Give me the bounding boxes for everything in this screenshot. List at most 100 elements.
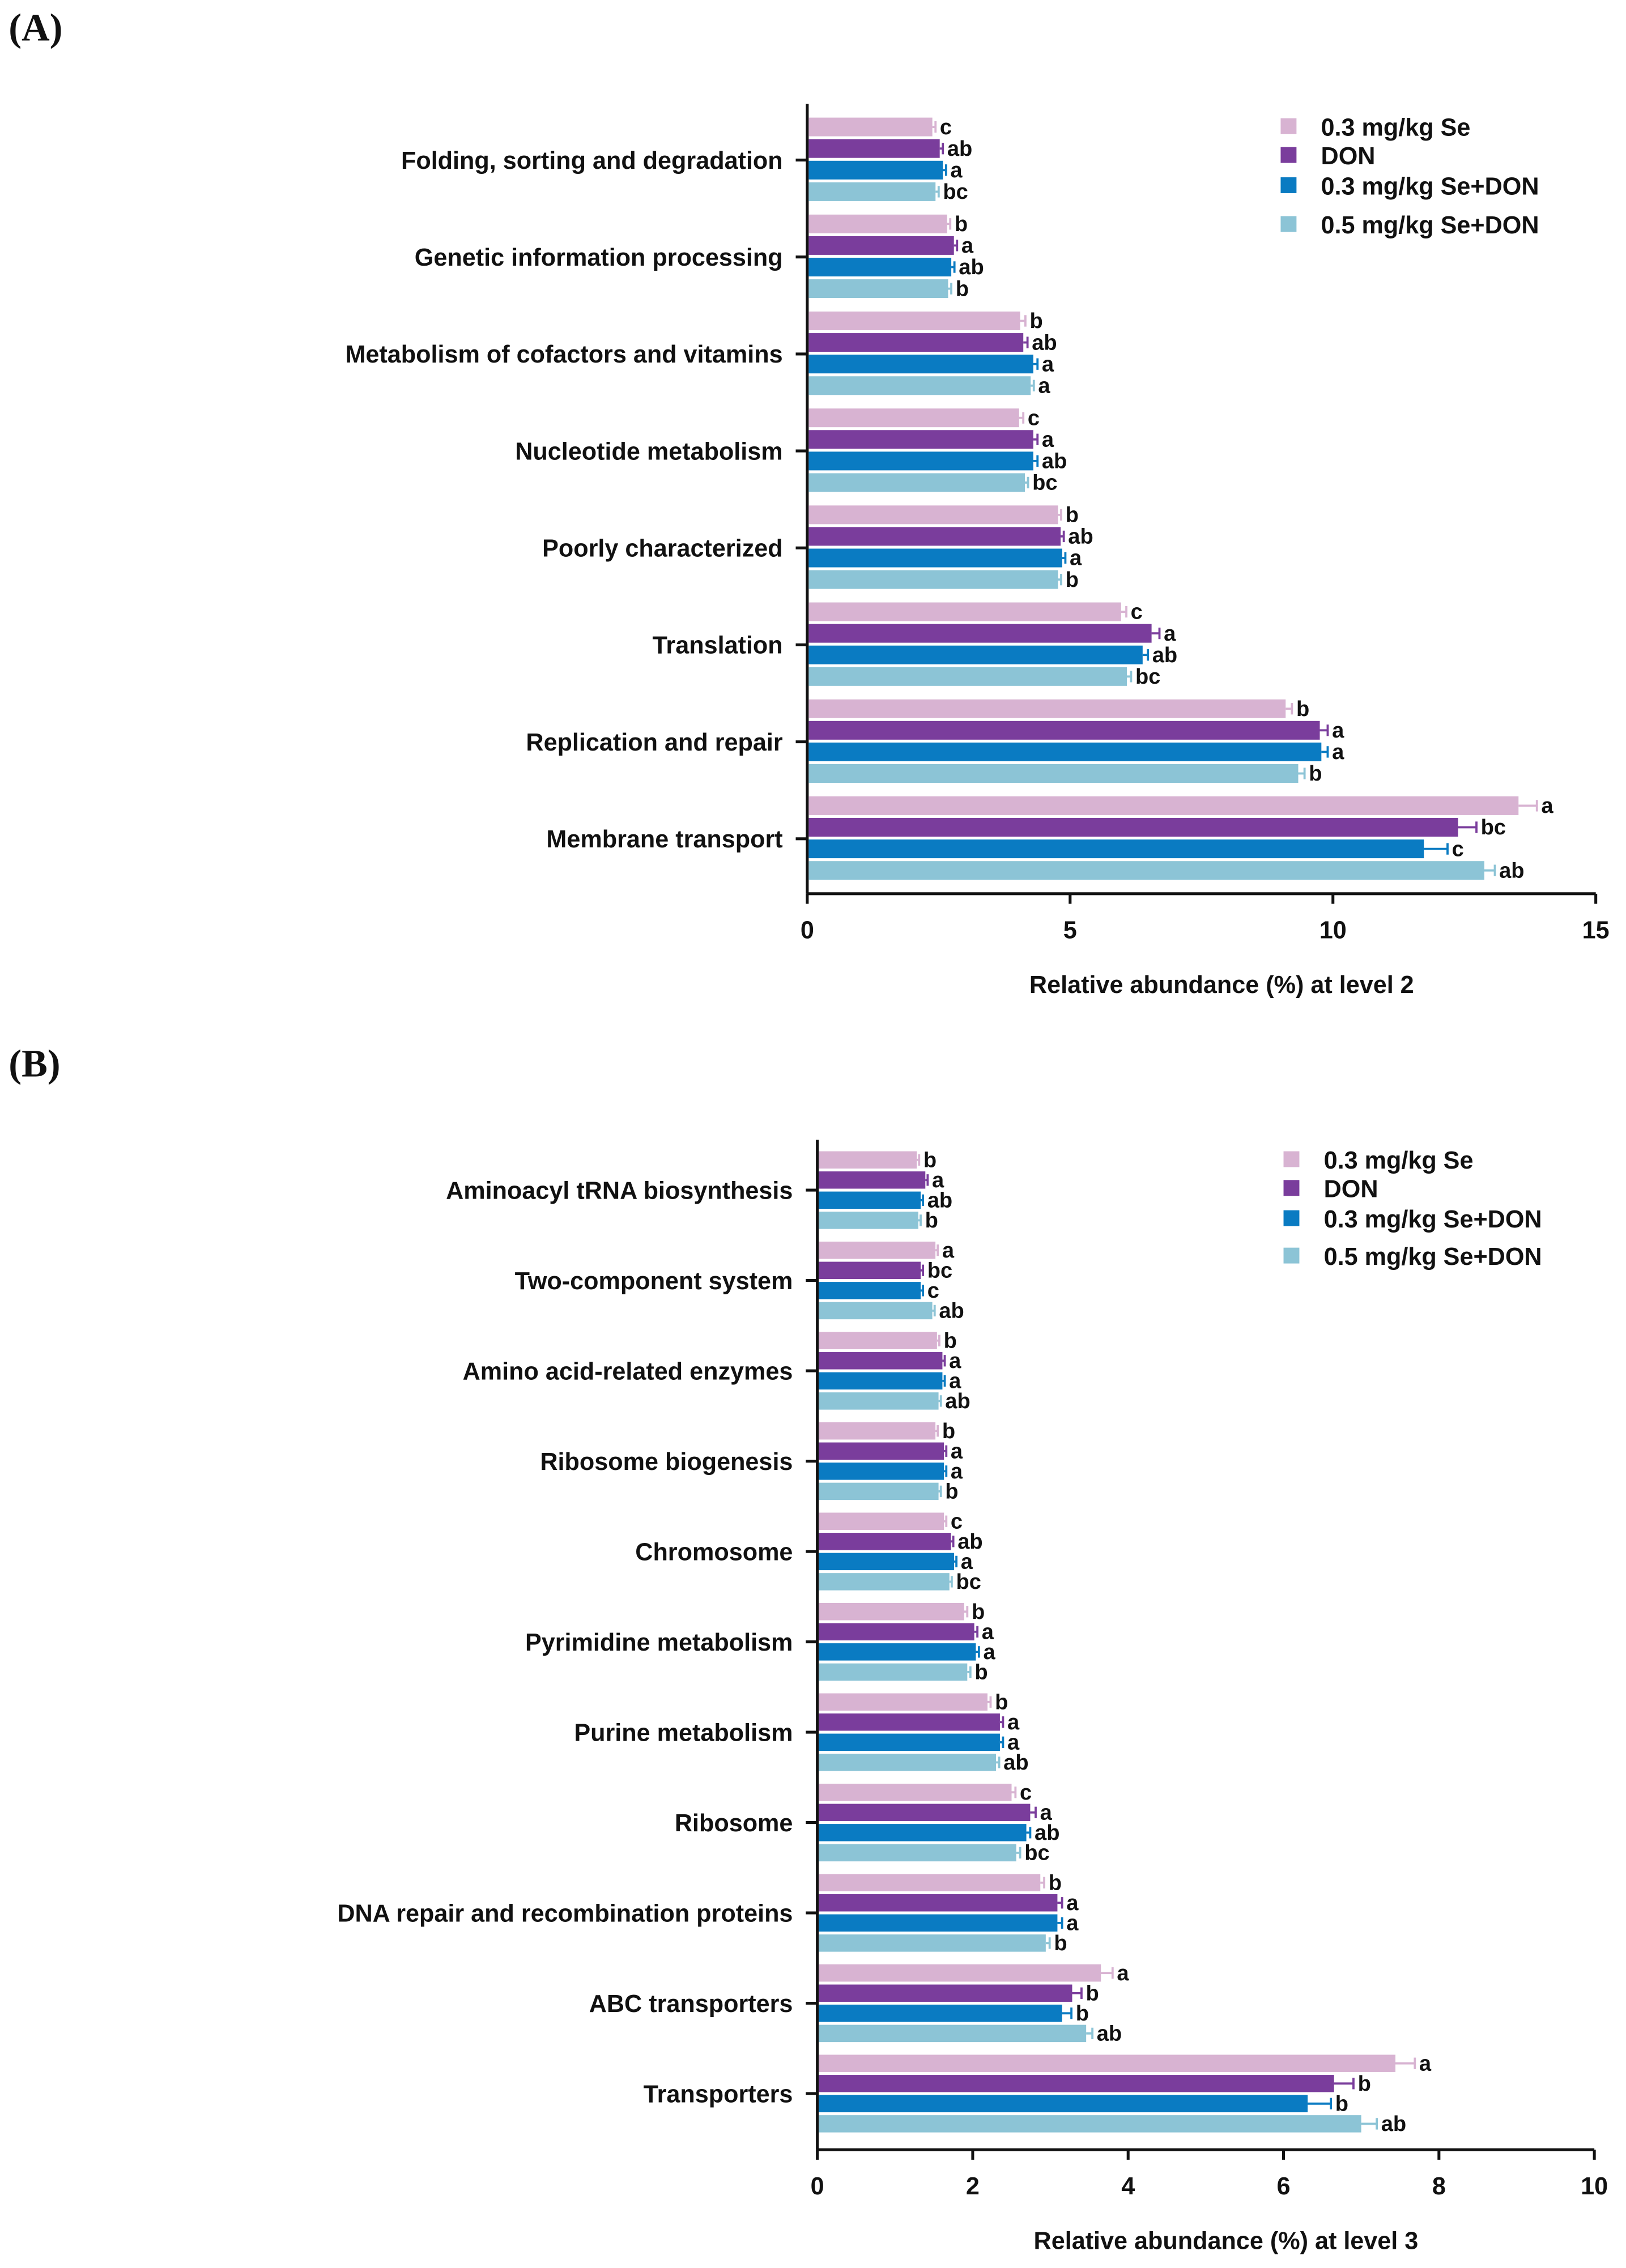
- bar: [808, 451, 1033, 471]
- significance-letter: ab: [927, 1189, 952, 1213]
- significance-letter: a: [1332, 740, 1344, 764]
- bar: [819, 1422, 936, 1440]
- legend-label: DON: [1324, 1176, 1378, 1203]
- legend-label: 0.3 mg/kg Se: [1324, 1147, 1474, 1174]
- bar: [808, 861, 1484, 880]
- bar: [819, 1151, 917, 1169]
- bar: [819, 1713, 1000, 1731]
- legend-swatch: [1283, 1210, 1300, 1226]
- significance-letter: a: [951, 1439, 963, 1463]
- bar: [819, 1602, 964, 1621]
- category-label: Ribosome: [675, 1810, 793, 1837]
- significance-letter: a: [1007, 1731, 1020, 1755]
- significance-letter: bc: [1135, 665, 1160, 689]
- category-label: Metabolism of cofactors and vitamins: [345, 341, 782, 368]
- bar: [819, 1804, 1031, 1822]
- significance-letter: b: [1049, 1871, 1062, 1895]
- significance-letter: ab: [1499, 859, 1524, 883]
- bar: [808, 624, 1152, 643]
- bar: [819, 1643, 976, 1661]
- bar: [819, 1282, 921, 1299]
- category-label: Genetic information processing: [415, 244, 783, 271]
- bar: [819, 1623, 974, 1641]
- significance-letter: c: [1452, 837, 1464, 861]
- bar: [808, 139, 940, 158]
- bar: [808, 645, 1143, 664]
- significance-letter: b: [955, 212, 968, 236]
- legend-swatch: [1280, 147, 1297, 163]
- significance-letter: b: [945, 1480, 958, 1504]
- bar: [819, 2095, 1308, 2113]
- bar: [819, 1392, 939, 1410]
- x-tick-label: 0: [801, 917, 814, 944]
- bar: [819, 1964, 1101, 1982]
- significance-letter: ab: [1042, 450, 1067, 474]
- bar: [819, 1733, 1000, 1751]
- significance-letter: ab: [945, 1389, 970, 1413]
- category-label: Nucleotide metabolism: [515, 438, 782, 465]
- significance-letter: a: [961, 1550, 973, 1574]
- legend-label: 0.3 mg/kg Se: [1321, 114, 1471, 141]
- bar: [808, 742, 1322, 761]
- x-tick-label: 8: [1432, 2173, 1446, 2200]
- significance-letter: b: [995, 1690, 1008, 1714]
- significance-letter: a: [949, 1370, 961, 1393]
- x-axis-title: Relative abundance (%) at level 2: [1029, 971, 1414, 999]
- significance-letter: c: [1028, 406, 1040, 430]
- bar: [808, 839, 1424, 859]
- significance-letter: b: [923, 1148, 937, 1172]
- significance-letter: a: [1419, 2052, 1432, 2075]
- significance-letter: b: [1358, 2072, 1371, 2096]
- significance-letter: b: [925, 1209, 938, 1233]
- bar: [819, 2075, 1334, 2092]
- bar: [819, 1261, 921, 1280]
- bar: [819, 1874, 1041, 1891]
- significance-letter: a: [1042, 428, 1054, 451]
- bar: [808, 430, 1033, 449]
- bar: [819, 1754, 997, 1771]
- significance-letter: a: [932, 1169, 944, 1192]
- significance-letter: b: [1066, 504, 1079, 527]
- bar: [819, 1442, 944, 1460]
- bar: [808, 473, 1025, 492]
- bar: [819, 1553, 955, 1571]
- bar: [819, 1352, 943, 1370]
- significance-letter: bc: [956, 1570, 981, 1594]
- bar: [808, 667, 1127, 686]
- significance-letter: ab: [957, 1530, 982, 1554]
- chart-b: (B) 0 2 4 6 8 10 Relative abundance (%) at leve…: [8, 1042, 1608, 2254]
- significance-letter: b: [1066, 568, 1079, 592]
- significance-letter: b: [942, 1419, 955, 1443]
- bar: [808, 182, 936, 201]
- bar: [819, 1463, 944, 1480]
- x-tick-label: 2: [966, 2173, 980, 2200]
- significance-letter: a: [1066, 1912, 1079, 1936]
- x-tick-label: 15: [1582, 917, 1610, 944]
- significance-letter: b: [974, 1661, 987, 1685]
- bar: [819, 1191, 921, 1209]
- significance-letter: a: [1042, 352, 1054, 376]
- bar: [808, 527, 1061, 546]
- significance-letter: b: [944, 1329, 957, 1353]
- significance-letter: ab: [947, 137, 972, 161]
- bar: [819, 2054, 1396, 2072]
- significance-letter: a: [1038, 374, 1050, 398]
- category-label: Poorly characterized: [542, 535, 783, 562]
- bar: [808, 602, 1121, 621]
- category-label: Aminoacyl tRNA biosynthesis: [446, 1177, 793, 1204]
- x-tick-label: 10: [1319, 917, 1347, 944]
- legend-swatch: [1283, 1180, 1300, 1196]
- bar: [808, 355, 1033, 374]
- significance-letter: b: [1296, 697, 1309, 721]
- significance-letter: a: [1117, 1962, 1129, 1985]
- significance-letter: ab: [1152, 643, 1177, 667]
- bar: [819, 1512, 944, 1530]
- category-label: Chromosome: [635, 1538, 793, 1566]
- legend-swatch: [1280, 216, 1297, 232]
- bar: [808, 505, 1058, 525]
- bar: [808, 333, 1024, 352]
- category-label: Ribosome biogenesis: [540, 1448, 793, 1476]
- bar: [808, 408, 1019, 428]
- category-label: Two-component system: [515, 1268, 793, 1295]
- bar: [819, 1372, 943, 1390]
